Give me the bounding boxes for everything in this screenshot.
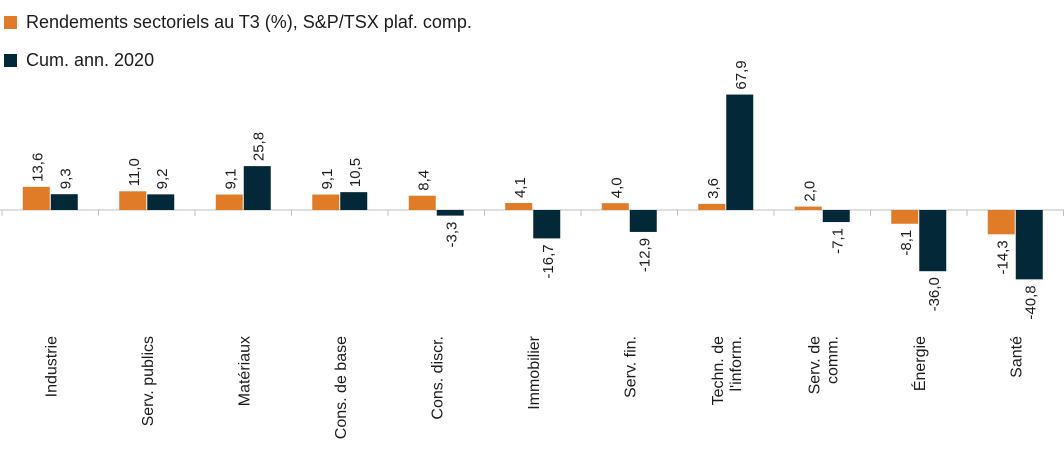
data-label-ytd-1: 9,2 <box>154 169 171 190</box>
legend-swatch-q3-returns <box>4 15 17 29</box>
legend-label-ytd-2020: Cum. ann. 2020 <box>26 49 155 70</box>
data-label-ytd-7: 67,9 <box>733 60 750 89</box>
bar-q3-8 <box>794 206 822 210</box>
bar-ytd-9 <box>919 210 947 272</box>
data-label-ytd-4: -3,3 <box>443 222 460 248</box>
data-label-q3-4: 8,4 <box>415 170 432 191</box>
bar-ytd-1 <box>147 194 175 210</box>
bar-q3-1 <box>119 191 147 210</box>
data-label-q3-3: 9,1 <box>319 169 336 190</box>
category-label-9: Énergie <box>910 336 929 391</box>
category-label-6: Serv. fin. <box>622 336 639 398</box>
data-label-ytd-10: -40,8 <box>1022 285 1039 319</box>
data-label-ytd-6: -12,9 <box>636 238 653 272</box>
data-label-q3-10: -14,3 <box>994 240 1011 274</box>
category-label-7-line-1: l'inform. <box>728 336 745 392</box>
category-label-8-line-1: comm. <box>824 336 841 384</box>
data-label-q3-9: -8,1 <box>898 230 915 256</box>
bar-q3-0 <box>22 186 50 210</box>
legend-swatch-ytd-2020 <box>4 53 17 67</box>
bar-ytd-0 <box>50 194 78 210</box>
legend-label-q3-returns: Rendements sectoriels au T3 (%), S&P/TSX… <box>26 11 472 32</box>
data-label-q3-6: 4,0 <box>608 177 625 198</box>
data-label-q3-0: 13,6 <box>29 153 46 182</box>
data-label-ytd-2: 25,8 <box>250 132 267 161</box>
data-label-q3-2: 9,1 <box>222 169 239 190</box>
category-label-5: Immobilier <box>526 335 543 409</box>
data-label-ytd-5: -16,7 <box>540 244 557 278</box>
bar-ytd-10 <box>1015 210 1043 280</box>
bar-ytd-2 <box>243 166 271 210</box>
bar-ytd-4 <box>436 210 464 216</box>
bar-ytd-3 <box>340 192 368 210</box>
bar-q3-10 <box>987 210 1015 235</box>
category-label-7-line-0: Techn. de <box>710 336 727 405</box>
bar-q3-2 <box>215 194 243 210</box>
category-label-1: Serv. publics <box>140 336 157 426</box>
data-label-q3-5: 4,1 <box>512 177 529 198</box>
category-label-3: Cons. de base <box>333 336 350 439</box>
data-label-ytd-0: 9,3 <box>57 168 74 189</box>
data-label-ytd-3: 10,5 <box>347 158 364 187</box>
category-label-2: Matériaux <box>236 336 253 406</box>
data-label-ytd-9: -36,0 <box>926 277 943 311</box>
category-label-0: Industrie <box>43 336 60 397</box>
bar-q3-3 <box>312 194 340 210</box>
data-label-q3-7: 3,6 <box>705 178 722 199</box>
bar-ytd-6 <box>629 210 657 232</box>
legend-item-q3-returns: Rendements sectoriels au T3 (%), S&P/TSX… <box>4 10 472 34</box>
bar-q3-5 <box>505 203 533 210</box>
bar-ytd-7 <box>726 94 754 210</box>
data-label-q3-1: 11,0 <box>126 158 143 186</box>
legend-item-ytd-2020: Cum. ann. 2020 <box>4 48 472 72</box>
category-label-10: Santé <box>1008 336 1025 378</box>
category-label-8-line-0: Serv. de <box>806 336 823 395</box>
bar-q3-6 <box>601 203 629 210</box>
bar-ytd-8 <box>822 210 850 223</box>
data-label-q3-8: 2,0 <box>801 181 818 202</box>
bar-q3-4 <box>408 195 436 210</box>
data-label-ytd-8: -7,1 <box>829 228 846 254</box>
bar-q3-7 <box>698 203 726 210</box>
bar-ytd-5 <box>533 210 561 239</box>
category-label-4: Cons. discr. <box>429 336 446 420</box>
bar-q3-9 <box>891 210 919 224</box>
legend: Rendements sectoriels au T3 (%), S&P/TSX… <box>4 10 472 86</box>
